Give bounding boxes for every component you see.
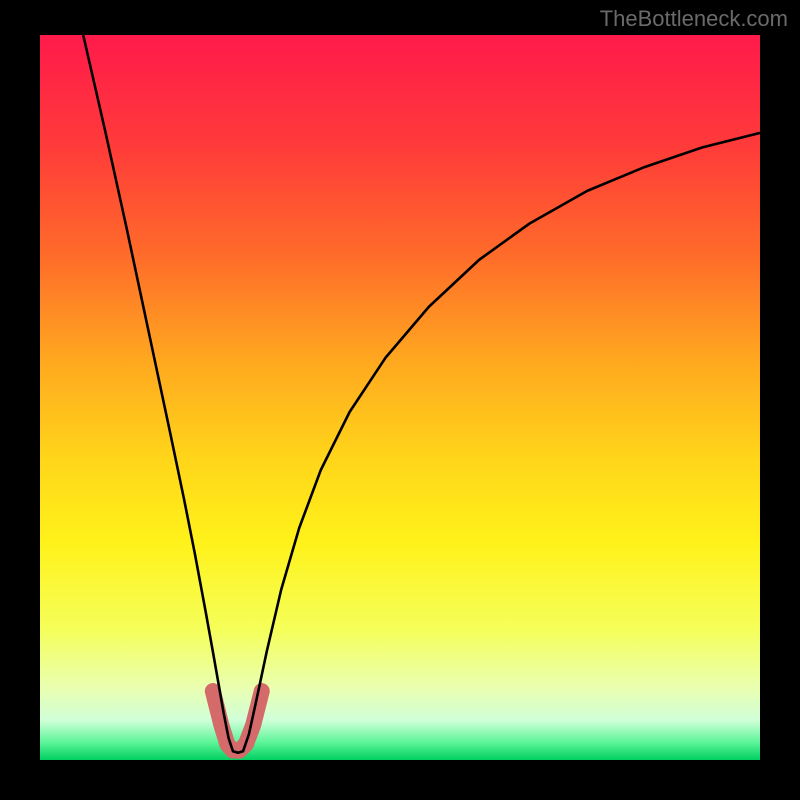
chart-canvas: TheBottleneck.com: [0, 0, 800, 800]
plot-svg: [40, 35, 760, 760]
gradient-background: [40, 35, 760, 760]
plot-area: [40, 35, 760, 760]
watermark-label: TheBottleneck.com: [600, 6, 788, 32]
